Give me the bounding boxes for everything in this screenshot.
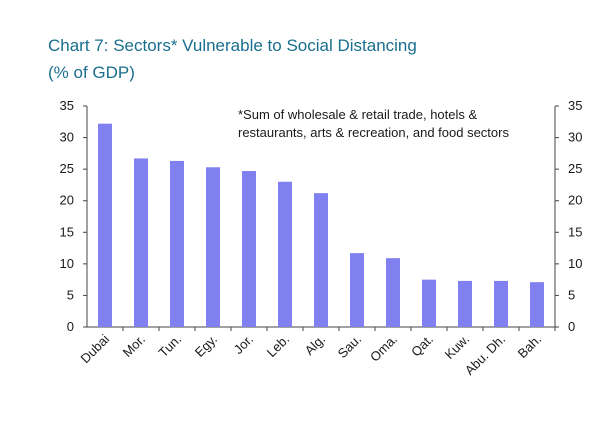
y-tick-label-right: 10 [568, 256, 582, 271]
y-tick-label-left: 0 [67, 319, 74, 334]
bar [386, 258, 400, 327]
y-tick-label-right: 20 [568, 193, 582, 208]
x-tick-label: Kuw. [442, 332, 473, 363]
chart-subtitle: (% of GDP) [48, 63, 135, 82]
y-tick-label-right: 30 [568, 130, 582, 145]
x-tick-label: Tun. [155, 332, 184, 361]
y-tick-label-left: 30 [60, 130, 74, 145]
y-tick-label-right: 0 [568, 319, 575, 334]
bar [458, 280, 472, 327]
y-tick-label-left: 5 [67, 287, 74, 302]
bar [206, 167, 220, 327]
x-tick-label: Egy. [192, 332, 220, 360]
x-tick-label: Bah. [515, 332, 545, 362]
y-tick-label-left: 10 [60, 256, 74, 271]
x-tick-label: Qat. [408, 332, 436, 360]
y-tick-label-right: 15 [568, 224, 582, 239]
y-tick-label-left: 20 [60, 193, 74, 208]
x-tick-label: Mor. [120, 332, 148, 360]
y-tick-label-right: 35 [568, 98, 582, 113]
y-tick-label-right: 5 [568, 287, 575, 302]
bar [134, 158, 148, 327]
x-tick-label: Oma. [367, 332, 400, 365]
annotation-note: *Sum of wholesale & retail trade, hotels… [238, 107, 478, 122]
y-tick-label-left: 25 [60, 161, 74, 176]
x-tick-label: Jor. [231, 332, 256, 357]
bar [98, 123, 112, 328]
x-tick-label: Alg. [302, 332, 328, 358]
x-tick-label: Leb. [264, 332, 293, 361]
bar [350, 253, 364, 327]
bar [530, 282, 544, 327]
bar [170, 160, 184, 327]
y-tick-label-left: 15 [60, 224, 74, 239]
bar [278, 181, 292, 327]
x-tick-label: Dubai [77, 331, 112, 366]
bar [422, 279, 436, 327]
annotation-note: restaurants, arts & recreation, and food… [238, 125, 509, 140]
y-tick-label-left: 35 [60, 98, 74, 113]
x-tick-label: Abu. Dh. [462, 332, 508, 378]
x-tick-label: Sau. [335, 332, 365, 362]
chart-title: Chart 7: Sectors* Vulnerable to Social D… [48, 36, 417, 55]
y-tick-label-right: 25 [568, 161, 582, 176]
bar [242, 171, 256, 327]
bar [494, 280, 508, 327]
bar [314, 193, 328, 327]
